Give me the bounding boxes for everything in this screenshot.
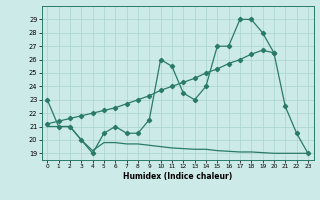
X-axis label: Humidex (Indice chaleur): Humidex (Indice chaleur) bbox=[123, 172, 232, 181]
